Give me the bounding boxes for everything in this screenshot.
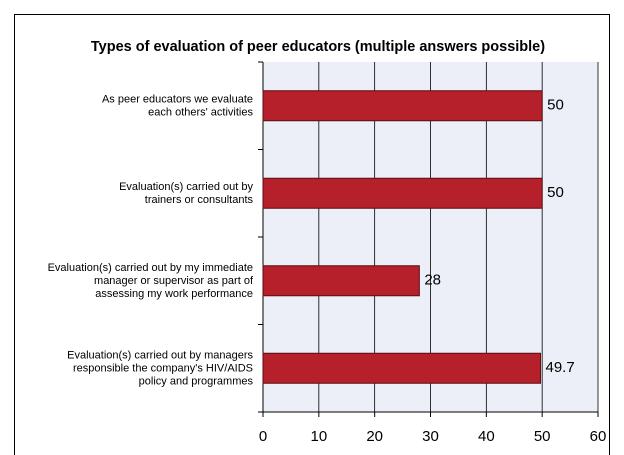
x-tick-label: 40 [478,428,495,445]
chart-title: Types of evaluation of peer educators (m… [91,39,545,55]
y-tick-label: As peer educators we evaluate each others… [102,93,254,118]
frame [14,14,610,455]
value-label: 50 [547,97,564,114]
y-tick-label: Evaluation(s) carried out by managers res… [67,349,253,387]
bar [262,177,543,209]
bar [262,90,543,122]
x-tick-label: 50 [534,428,551,445]
value-label: 28 [424,272,441,289]
bar [262,265,420,297]
x-tick-label: 0 [259,428,267,445]
bar [262,352,541,384]
x-tick-label: 10 [310,428,327,445]
value-label: 49.7 [545,359,574,376]
x-tick-label: 30 [422,428,439,445]
value-label: 50 [547,184,564,201]
y-tick-label: Evaluation(s) carried out by my immediat… [48,262,254,300]
x-tick-label: 20 [366,428,383,445]
y-tick-label: Evaluation(s) carried out by trainers or … [119,181,253,206]
x-tick-label: 60 [590,428,607,445]
